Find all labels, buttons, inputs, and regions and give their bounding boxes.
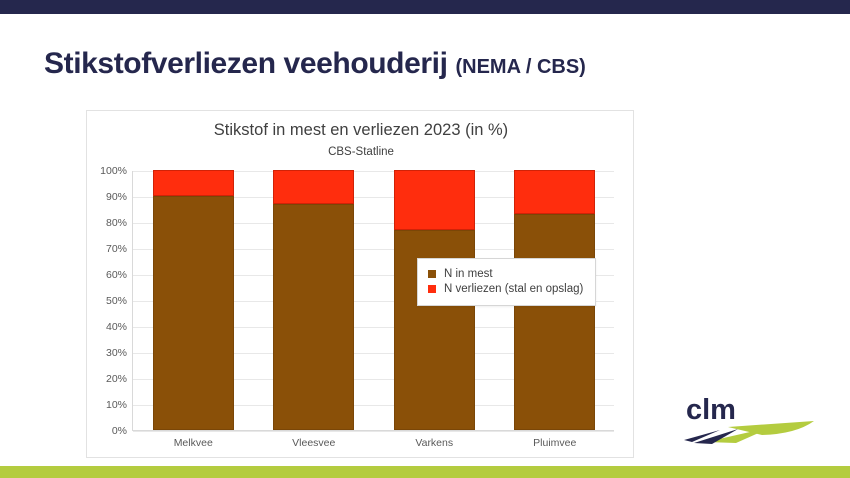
chart-bar-group[interactable]: Vleesvee — [273, 170, 355, 449]
chart-gridline — [133, 223, 614, 224]
chart-gridline — [133, 249, 614, 250]
y-axis-tick-label: 90% — [105, 191, 127, 203]
x-axis-tick-label: Melkvee — [173, 437, 213, 449]
legend-label-n-verliezen: N verliezen (stal en opslag) — [444, 283, 584, 295]
chart-container: Stikstof in mest en verliezen 2023 (in %… — [86, 110, 634, 458]
page-title: Stikstofverliezen veehouderij (NEMA / CB… — [44, 47, 586, 81]
chart-plot-area: 100% 90% 80% 70% 60% 50% 40% 30% 20% 10% 0% Melkvee… — [100, 165, 614, 449]
y-axis-tick-label: 60% — [105, 269, 127, 281]
x-axis-tick-label: Vleesvee — [292, 437, 336, 449]
bar-segment-n-verliezen[interactable] — [514, 170, 596, 215]
bar-segment-n-verliezen[interactable] — [273, 170, 355, 204]
chart-gridline — [133, 275, 614, 276]
chart-bar-group[interactable]: Melkvee — [152, 170, 234, 449]
clm-logo-swoosh-icon — [684, 421, 814, 444]
bottom-accent-bar — [0, 466, 850, 478]
chart-gridline — [133, 171, 614, 172]
chart-legend: N in mest N verliezen (stal en opslag) — [417, 258, 597, 306]
y-axis-tick-label: 70% — [105, 243, 127, 255]
chart-gridline — [133, 353, 614, 354]
chart-gridline — [133, 405, 614, 406]
chart-title: Stikstof in mest en verliezen 2023 (in %… — [213, 121, 509, 139]
page-title-main: Stikstofverliezen veehouderij — [44, 47, 448, 80]
chart-gridline — [133, 301, 614, 302]
legend-swatch-n-in-mest — [428, 270, 436, 278]
bar-segment-n-in-mest[interactable] — [273, 203, 355, 430]
chart-gridline — [133, 431, 614, 432]
legend-swatch-n-verliezen — [428, 285, 436, 293]
bar-segment-n-in-mest[interactable] — [152, 196, 234, 430]
y-axis-tick-label: 40% — [105, 321, 127, 333]
clm-logo-text: clm — [686, 394, 736, 426]
clm-logo: clm — [676, 394, 816, 456]
y-axis-tick-label: 0% — [111, 425, 127, 437]
y-axis-tick-label: 30% — [105, 347, 127, 359]
legend-label-n-in-mest: N in mest — [444, 268, 493, 280]
bar-segment-n-in-mest[interactable] — [514, 214, 596, 430]
chart-gridline — [133, 379, 614, 380]
y-axis-tick-label: 100% — [100, 165, 127, 177]
bar-segment-n-verliezen[interactable] — [393, 170, 475, 230]
chart-gridline — [133, 327, 614, 328]
y-axis-tick-label: 10% — [105, 399, 127, 411]
y-axis-tick-label: 20% — [105, 373, 127, 385]
chart-subtitle: CBS-Statline — [328, 146, 394, 158]
chart-bar-group[interactable]: Pluimvee — [514, 170, 596, 449]
x-axis-tick-label: Varkens — [415, 437, 454, 449]
bar-segment-n-verliezen[interactable] — [152, 170, 234, 196]
legend-item[interactable]: N in mest — [428, 268, 583, 280]
legend-item[interactable]: N verliezen (stal en opslag) — [428, 283, 583, 295]
y-axis-tick-label: 50% — [105, 295, 127, 307]
chart-gridline — [133, 197, 614, 198]
y-axis-tick-label: 80% — [105, 217, 127, 229]
page-title-sub: (NEMA / CBS) — [455, 56, 586, 78]
x-axis-tick-label: Pluimvee — [533, 437, 577, 449]
top-accent-bar — [0, 0, 850, 14]
